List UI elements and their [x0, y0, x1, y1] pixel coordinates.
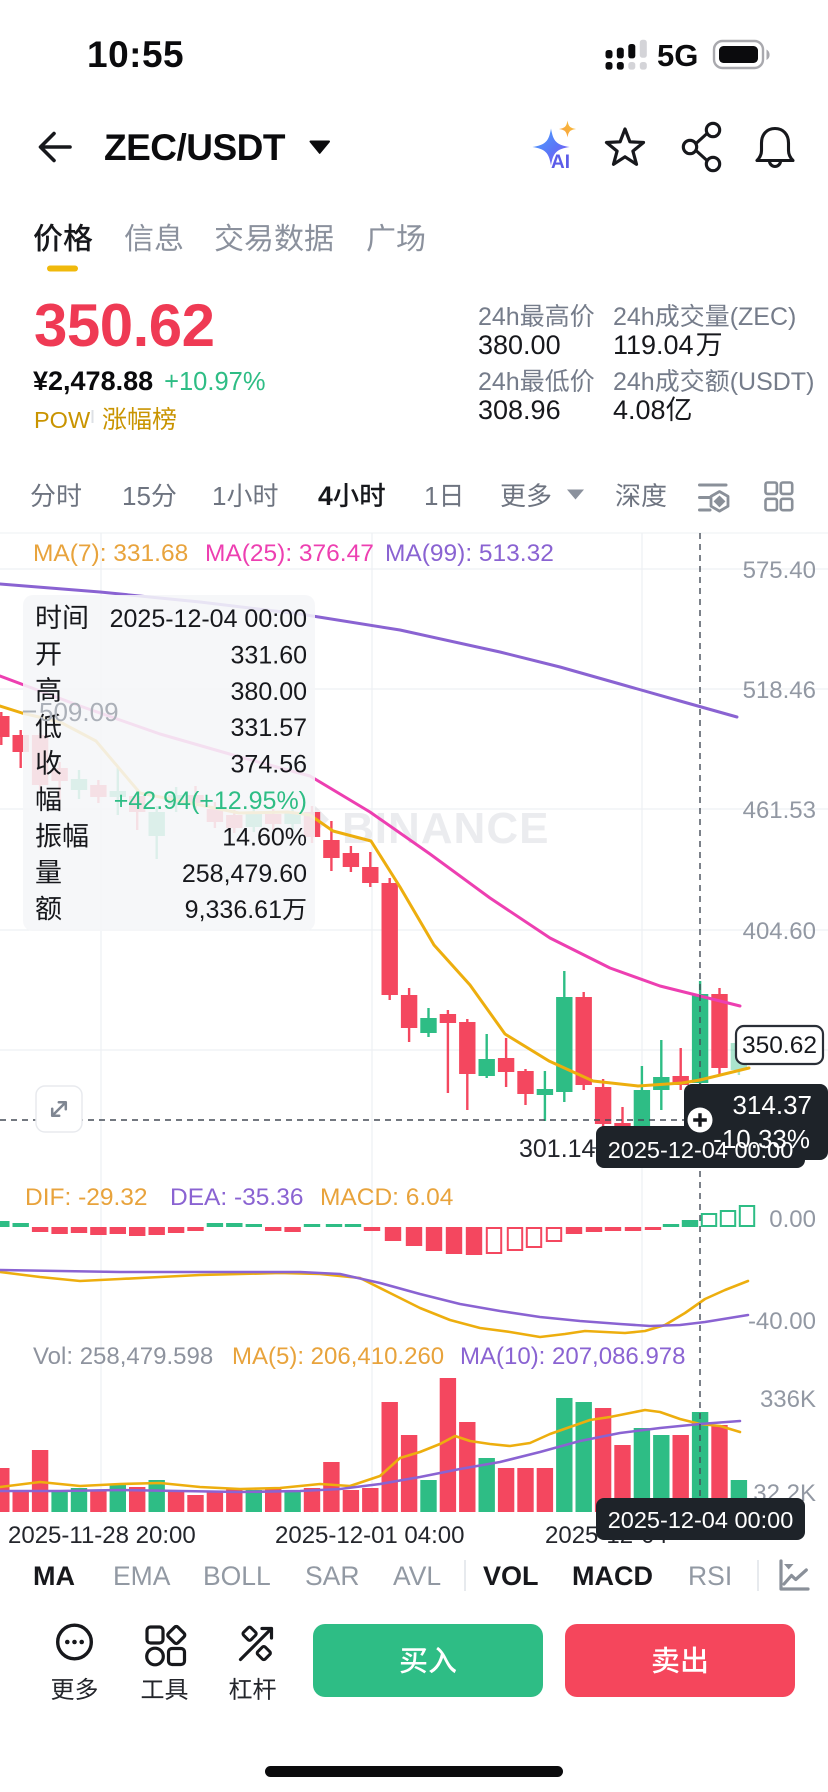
svg-text:SAR: SAR	[305, 1561, 360, 1591]
svg-text:POW: POW	[34, 407, 91, 433]
svg-text:MA: MA	[33, 1561, 75, 1591]
svg-text:461.53: 461.53	[743, 797, 816, 824]
svg-text:24h: 24h	[478, 368, 520, 396]
svg-text:1: 1	[424, 481, 438, 511]
svg-text:4.08: 4.08	[613, 395, 666, 425]
svg-text:24h: 24h	[613, 368, 655, 396]
svg-text:331.60: 331.60	[231, 641, 307, 669]
svg-text:(ZEC): (ZEC)	[730, 303, 797, 331]
svg-text:MA(5): 206,410.260: MA(5): 206,410.260	[232, 1343, 444, 1370]
svg-text:BINANCE: BINANCE	[342, 804, 549, 853]
svg-text:2025-11-28 20:00: 2025-11-28 20:00	[8, 1522, 196, 1549]
svg-text:2025-12-01 04:00: 2025-12-01 04:00	[275, 1522, 465, 1549]
svg-text:518.46: 518.46	[743, 677, 816, 704]
svg-text:AI: AI	[551, 152, 570, 173]
svg-text:+42.94(+12.95%): +42.94(+12.95%)	[114, 787, 307, 815]
svg-text:2025-12-04 00:00: 2025-12-04 00:00	[608, 1507, 794, 1533]
svg-text:MA(99): 513.32: MA(99): 513.32	[385, 540, 554, 567]
svg-text:EMA: EMA	[113, 1561, 171, 1591]
svg-text:308.96: 308.96	[478, 395, 561, 425]
svg-text:24h: 24h	[478, 303, 520, 331]
svg-text:374.56: 374.56	[231, 751, 307, 779]
svg-text:+10.97%: +10.97%	[164, 368, 265, 396]
svg-text:MACD: MACD	[572, 1561, 653, 1591]
svg-text:¥2,478.88: ¥2,478.88	[33, 366, 153, 396]
svg-text:DIF: -29.32: DIF: -29.32	[25, 1184, 148, 1211]
svg-text:4: 4	[318, 481, 333, 511]
svg-text:RSI: RSI	[688, 1561, 732, 1591]
svg-text:380.00: 380.00	[231, 678, 307, 706]
svg-text:404.60: 404.60	[743, 918, 816, 945]
svg-text:350.62: 350.62	[742, 1032, 817, 1059]
svg-text:-10.33%: -10.33%	[713, 1124, 810, 1154]
svg-text:350.62: 350.62	[34, 292, 215, 359]
svg-text:Vol: 258,479.598: Vol: 258,479.598	[33, 1343, 213, 1370]
svg-text:MA(25): 376.47: MA(25): 376.47	[205, 540, 374, 567]
svg-text:1: 1	[212, 481, 226, 511]
svg-text:5G: 5G	[657, 38, 698, 73]
svg-text:24h: 24h	[613, 303, 655, 331]
svg-text:10:55: 10:55	[87, 34, 184, 75]
svg-text:0.00: 0.00	[769, 1206, 816, 1233]
svg-text:314.37: 314.37	[732, 1090, 812, 1120]
svg-text:MA(10): 207,086.978: MA(10): 207,086.978	[460, 1343, 685, 1370]
svg-text:119.04: 119.04	[613, 330, 694, 360]
svg-text:2025-12-04 00:00: 2025-12-04 00:00	[608, 1137, 794, 1163]
svg-text:575.40: 575.40	[743, 557, 816, 584]
svg-text:336K: 336K	[760, 1386, 816, 1413]
svg-text:258,479.60: 258,479.60	[182, 860, 307, 888]
svg-text:15: 15	[122, 481, 151, 511]
svg-text:BOLL: BOLL	[203, 1561, 271, 1591]
svg-text:(USDT): (USDT)	[730, 368, 815, 396]
svg-text:14.60%: 14.60%	[222, 823, 307, 851]
svg-text:509.09: 509.09	[39, 697, 119, 727]
svg-text:301.14: 301.14	[519, 1135, 596, 1163]
svg-text:MA(7): 331.68: MA(7): 331.68	[33, 540, 188, 567]
svg-text:MACD: 6.04: MACD: 6.04	[320, 1184, 453, 1211]
svg-text:-40.00: -40.00	[748, 1308, 816, 1335]
svg-text:9,336.61: 9,336.61	[185, 896, 282, 924]
svg-text:2025-12-04 00:00: 2025-12-04 00:00	[110, 605, 307, 633]
svg-text:380.00: 380.00	[478, 330, 561, 360]
svg-text:VOL: VOL	[483, 1561, 539, 1591]
svg-text:ZEC/USDT: ZEC/USDT	[104, 127, 286, 168]
svg-text:DEA: -35.36: DEA: -35.36	[170, 1184, 303, 1211]
svg-text:331.57: 331.57	[231, 714, 307, 742]
svg-text:AVL: AVL	[393, 1561, 441, 1591]
